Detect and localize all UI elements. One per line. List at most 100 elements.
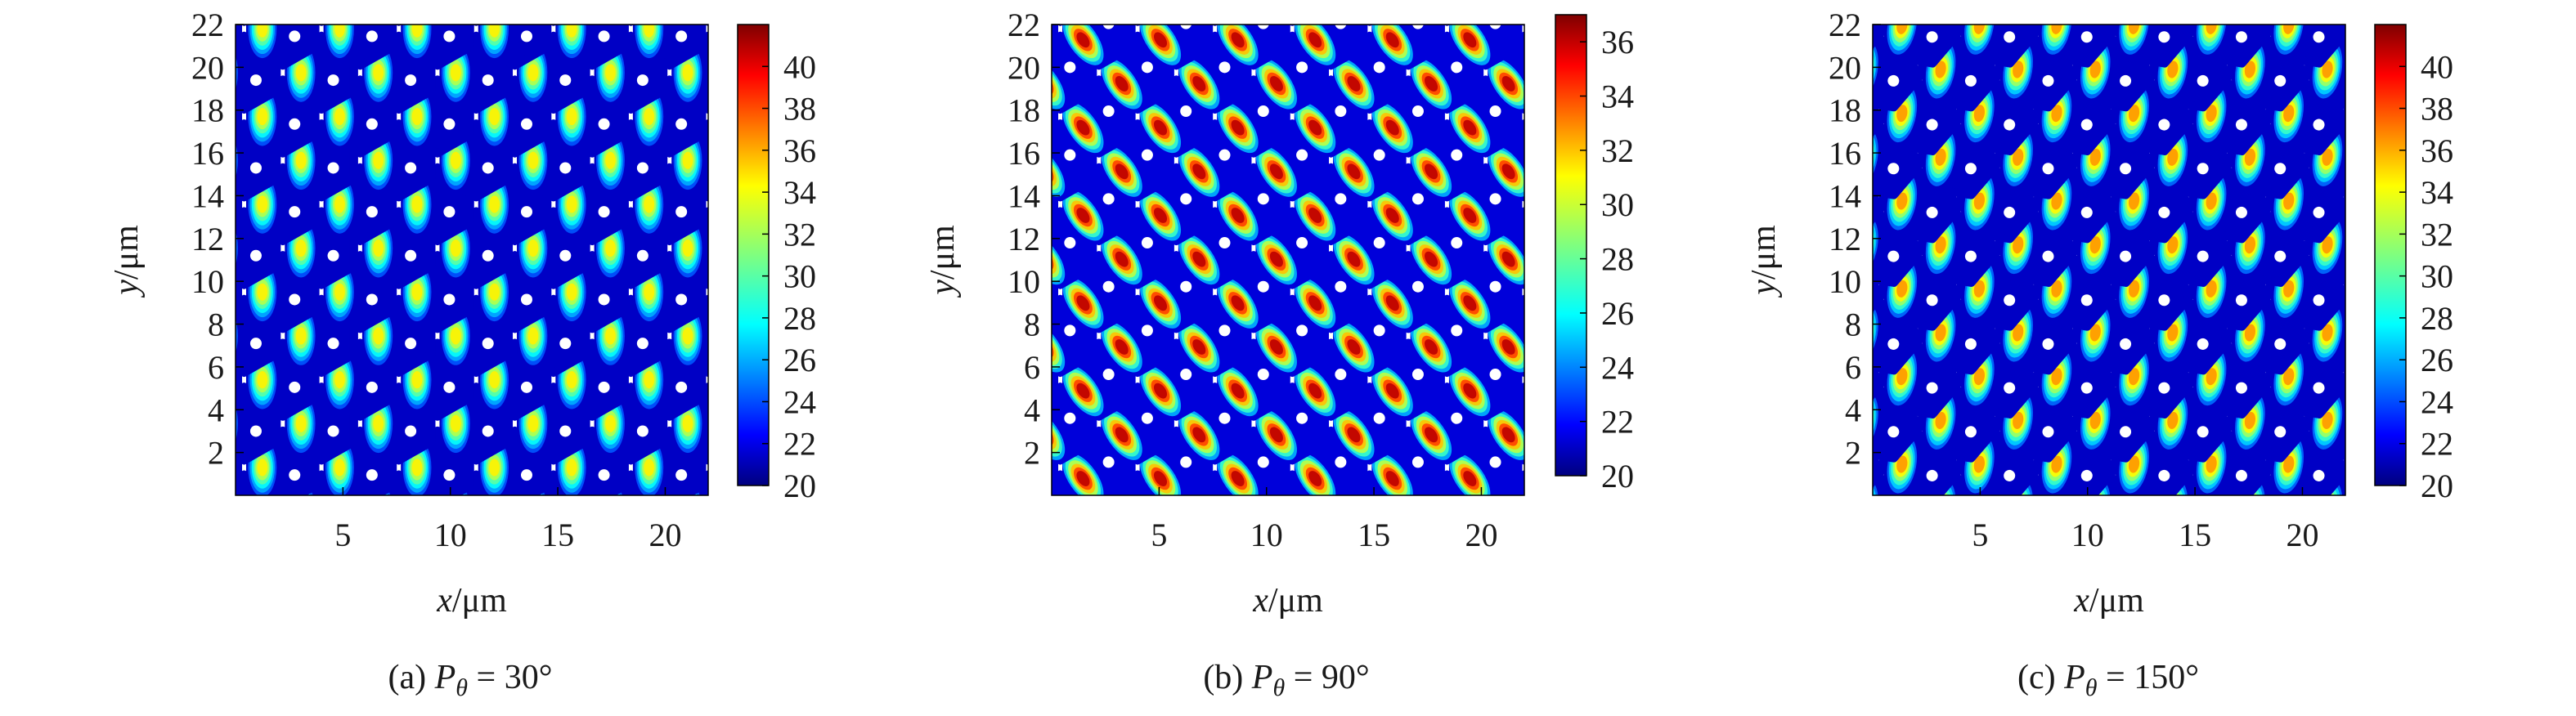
hotspot-layer <box>954 69 981 99</box>
hotspot-layer <box>596 0 625 14</box>
heatmap-cell <box>132 123 199 197</box>
hotspot-layer <box>1385 32 1399 48</box>
hotspot-layer <box>1501 427 1515 443</box>
hole-marker <box>2118 512 2133 527</box>
hotspot-layer <box>1973 455 1985 473</box>
hotspot-layer <box>174 359 195 401</box>
hole-marker <box>520 118 532 130</box>
hotspot-layer <box>489 108 500 126</box>
hotspot-layer <box>527 64 539 82</box>
hotspot-layer <box>2153 0 2192 13</box>
hotspot-layer <box>1775 402 1798 439</box>
hotspot-layer <box>1225 552 1251 581</box>
hotspot-layer <box>1501 251 1515 267</box>
heatmap-cell <box>1711 417 1808 517</box>
hotspot-layer <box>2349 525 2383 579</box>
hotspot-layer <box>450 414 461 432</box>
hotspot-layer <box>950 65 985 102</box>
hotspot-layer <box>411 459 423 477</box>
hole-marker <box>289 469 301 481</box>
heatmap-cell <box>1062 338 1136 421</box>
hotspot-layer <box>1922 0 1960 13</box>
colorbar-tick-label: 40 <box>2421 48 2453 85</box>
hotspot-layer <box>942 494 991 550</box>
heatmap-cell <box>596 0 635 26</box>
hole-marker <box>1887 426 1900 438</box>
heatmap-cell <box>236 25 243 54</box>
hotspot-layer <box>1101 499 1142 546</box>
hotspot-layer <box>2241 494 2259 522</box>
hotspot-layer <box>1268 0 1286 6</box>
hotspot-layer <box>958 74 976 94</box>
hotspot-layer <box>1770 481 1803 535</box>
panel-caption: (a) Pθ = 30° <box>388 659 552 701</box>
hole-marker <box>2235 294 2247 307</box>
hole-marker <box>520 293 532 306</box>
hole-marker <box>366 206 378 218</box>
hole-marker <box>249 338 262 350</box>
hotspot-layer <box>720 191 734 217</box>
hotspot-layer <box>2359 367 2372 386</box>
hotspot-layer <box>1927 0 1955 4</box>
hotspot-layer <box>1115 163 1129 180</box>
hotspot-layer <box>450 327 461 345</box>
hotspot-layer <box>1738 539 1756 566</box>
axes-frame <box>235 24 709 496</box>
hotspot-layer <box>447 0 464 2</box>
hotspot-layer <box>134 0 159 10</box>
hole-marker <box>2080 294 2093 307</box>
hotspot-layer <box>1728 82 1766 145</box>
y-axis-label: y/μm <box>108 225 146 298</box>
hotspot-layer <box>450 64 461 82</box>
hotspot-layer <box>712 351 741 409</box>
hotspot-layer <box>720 367 734 392</box>
heatmap-cell <box>900 79 976 159</box>
heatmap-cell <box>1873 428 1884 495</box>
hotspot-layer <box>136 140 157 181</box>
hotspot-layer <box>946 0 988 20</box>
hotspot-layer <box>714 530 739 581</box>
colorbar <box>1555 14 1587 477</box>
hotspot-layer <box>946 411 988 458</box>
heatmap-cell <box>1873 341 1884 418</box>
hotspot-layer <box>716 7 737 49</box>
hole-marker <box>2350 74 2365 88</box>
y-tick-label: 8 <box>208 307 224 343</box>
hotspot-layer <box>1740 192 1753 211</box>
x-axis-label: x/μm <box>1252 582 1323 620</box>
hotspot-layer <box>1380 552 1406 581</box>
heatmap-cell <box>132 36 199 110</box>
heatmap-cell <box>1052 25 1059 54</box>
hole-marker <box>2002 556 2017 571</box>
hotspot-layer <box>93 351 122 409</box>
hotspot-layer <box>1973 368 1985 386</box>
hotspot-layer <box>411 283 423 301</box>
hotspot-layer <box>1730 174 1764 228</box>
hotspot-layer <box>180 108 191 125</box>
hotspot-layer <box>2043 530 2071 575</box>
colorbar-tick-label: 20 <box>2421 468 2453 504</box>
hole-marker <box>1335 280 1347 293</box>
heatmap-cell <box>2265 25 2345 68</box>
hotspot-layer <box>215 494 233 528</box>
hotspot-layer <box>99 187 117 221</box>
hotspot-layer <box>2359 104 2372 123</box>
y-tick-label: 16 <box>191 135 224 172</box>
hotspot-layer <box>1730 87 1764 141</box>
colorbar-tick-label: 28 <box>783 300 816 337</box>
hotspot-layer <box>178 280 192 305</box>
hotspot-layer <box>2167 60 2179 78</box>
hotspot-layer <box>1407 494 1456 550</box>
hole-marker <box>1411 105 1424 118</box>
hotspot-layer <box>99 100 117 133</box>
hotspot-layer <box>997 381 1016 401</box>
hole-marker <box>2350 0 2365 1</box>
x-tick-label: 10 <box>1250 517 1283 553</box>
hotspot-layer <box>450 239 461 257</box>
hotspot-layer <box>250 530 276 581</box>
hotspot-layer <box>368 0 389 6</box>
hotspot-layer <box>134 47 159 98</box>
hotspot-layer <box>1538 29 1557 50</box>
y-tick-label: 14 <box>191 177 224 214</box>
hole-marker <box>1411 280 1424 293</box>
